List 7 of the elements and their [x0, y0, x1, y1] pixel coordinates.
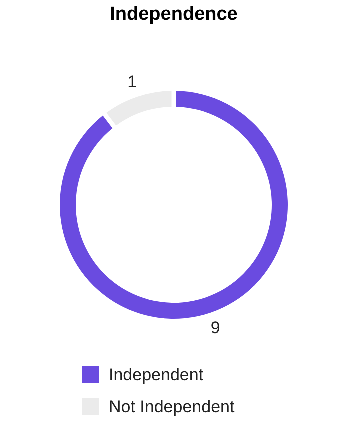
chart-title: Independence	[110, 4, 238, 25]
data-label: 9	[210, 318, 220, 338]
donut-slice	[60, 91, 288, 319]
donut-slice	[106, 91, 172, 126]
data-label: 1	[128, 72, 138, 92]
legend-label: Independent	[109, 366, 204, 384]
legend-label: Not Independent	[109, 398, 235, 416]
